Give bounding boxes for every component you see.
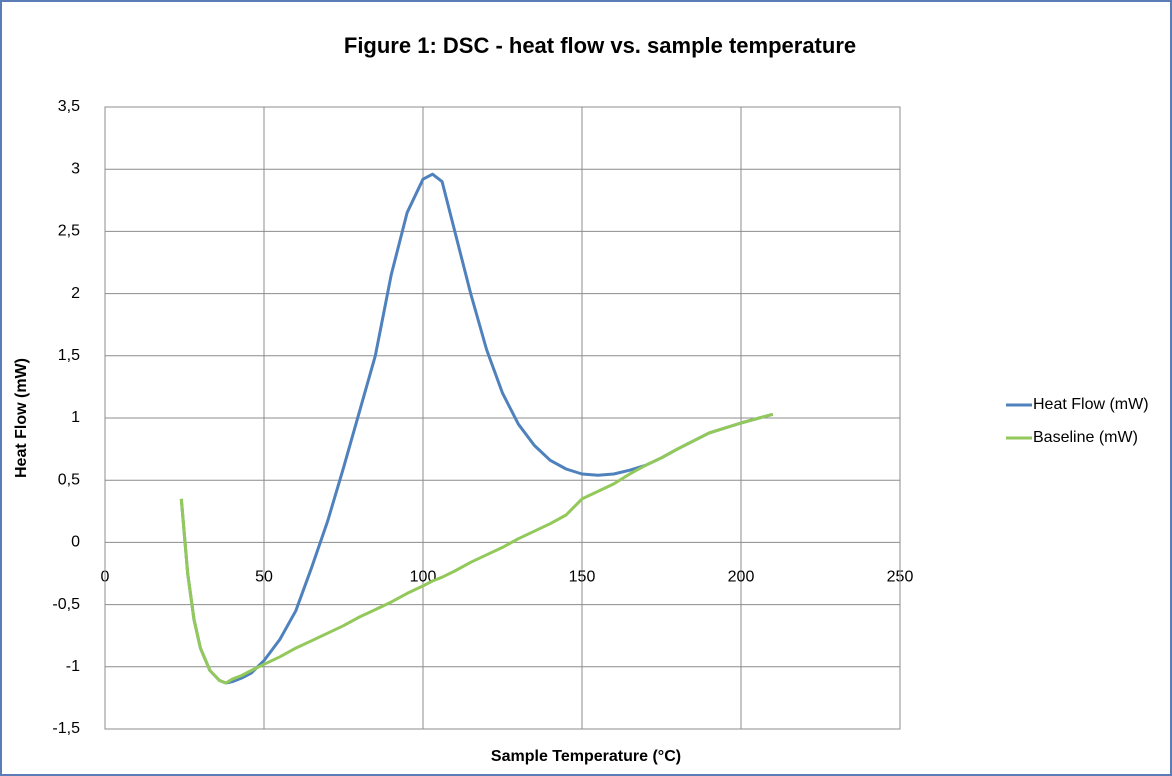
y-tick-label: -0,5: [52, 596, 80, 613]
y-tick-label: -1,5: [52, 720, 80, 737]
y-tick-label: 0: [71, 534, 80, 551]
y-axis-label: Heat Flow (mW): [13, 358, 30, 478]
y-tick-label: 3,5: [58, 98, 80, 115]
legend-label: Baseline (mW): [1033, 429, 1138, 446]
y-tick-label: 2,5: [58, 223, 80, 240]
x-axis-label: Sample Temperature (°C): [491, 748, 681, 765]
y-tick-label: 0,5: [58, 471, 80, 488]
x-tick-label: 200: [728, 569, 755, 586]
plot-border: [104, 106, 901, 730]
series-line: [179, 412, 774, 685]
chart-title: Figure 1: DSC - heat flow vs. sample tem…: [344, 33, 856, 58]
x-tick-label: 150: [569, 569, 596, 586]
legend-label: Heat Flow (mW): [1033, 396, 1149, 413]
y-tick-label: 1: [71, 409, 80, 426]
y-tick-label: 1,5: [58, 347, 80, 364]
y-tick-label: 3: [71, 160, 80, 177]
y-tick-label: -1: [66, 658, 80, 675]
x-tick-label: 100: [410, 569, 437, 586]
x-tick-label: 50: [255, 569, 273, 586]
y-tick-label: 2: [71, 285, 80, 302]
